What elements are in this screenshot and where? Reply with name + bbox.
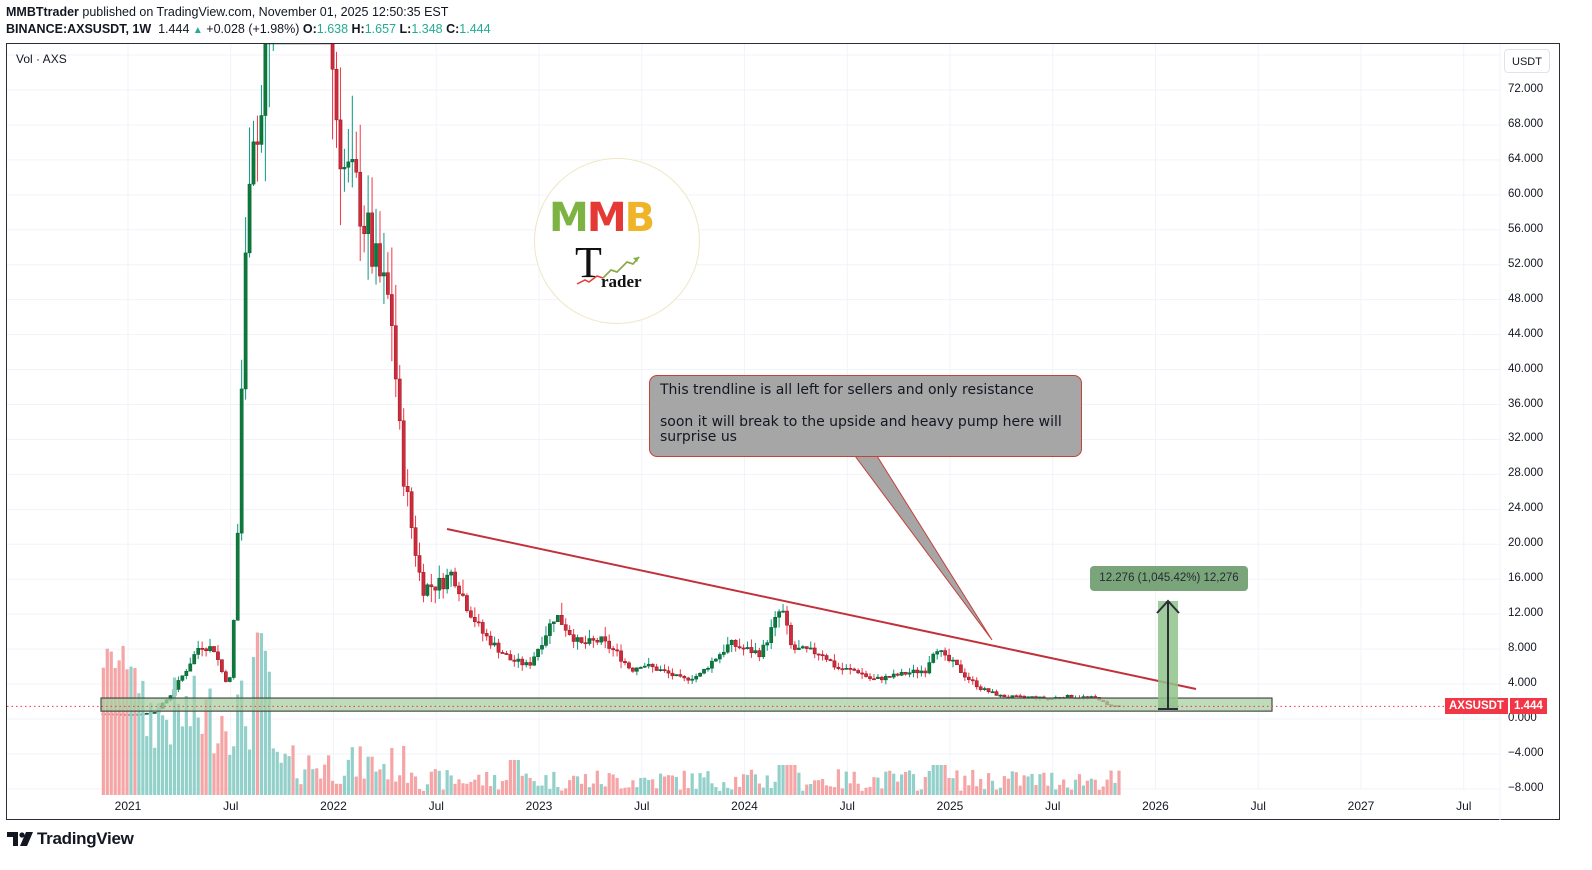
open-label: O: — [302, 22, 317, 36]
price-tick-label: 36.000 — [1508, 397, 1544, 410]
symbol-line: BINANCE:AXSUSDT, 1W 1.444 ▲ +0.028 (+1.9… — [6, 21, 491, 39]
logo-rader-text: rader — [601, 272, 642, 291]
mmbt-trader-logo: MMB T rader — [534, 158, 700, 324]
price-tick-label: 60.000 — [1508, 187, 1544, 200]
up-triangle-icon: ▲ — [192, 25, 203, 36]
high-label: H: — [351, 22, 365, 36]
time-tick-label: Jul — [1456, 799, 1472, 813]
low-value: 1.348 — [411, 22, 443, 36]
logo-bull-m: M — [549, 195, 589, 241]
time-tick-label: 2023 — [525, 799, 553, 813]
open-value: 1.638 — [316, 22, 349, 36]
candles — [101, 44, 1121, 716]
time-tick-label: Jul — [839, 799, 855, 813]
price-tick-label: 48.000 — [1508, 292, 1544, 305]
price-tick-label: 4.000 — [1508, 677, 1537, 690]
time-tick-label: 2024 — [731, 799, 758, 813]
chart-frame — [6, 43, 1560, 820]
annotation-callout[interactable]: This trendline is all left for sellers a… — [649, 375, 1082, 457]
symbol-interval: BINANCE:AXSUSDT, 1W — [6, 22, 152, 36]
callout-pointer — [854, 455, 993, 641]
price-tick-label: 72.000 — [1508, 83, 1544, 95]
price-tag-symbol: AXSUSDT — [1445, 698, 1508, 714]
high-value: 1.657 — [364, 22, 397, 36]
last-price: 1.444 — [158, 22, 190, 36]
price-change: +0.028 (+1.98%) — [206, 22, 300, 36]
time-tick-label: 2026 — [1142, 799, 1169, 813]
time-tick-label: 2025 — [936, 799, 964, 813]
callout-line-2: soon it will break to the upside and hea… — [660, 414, 1062, 445]
price-tick-label: 68.000 — [1508, 117, 1544, 130]
publish-line: MMBTtrader published on TradingView.com,… — [6, 4, 491, 21]
price-tick-label: 8.000 — [1508, 642, 1537, 655]
price-tick-label: 24.000 — [1508, 502, 1544, 515]
price-tick-label: 32.000 — [1508, 432, 1544, 445]
volume-indicator-label[interactable]: Vol · AXS — [16, 52, 67, 66]
price-tick-label: 0.000 — [1508, 712, 1537, 724]
descending-trendline[interactable] — [446, 528, 1197, 690]
price-tick-label: 56.000 — [1508, 222, 1544, 235]
price-tick-label: 44.000 — [1508, 327, 1544, 340]
support-zone-rectangle[interactable] — [100, 697, 1273, 712]
price-tag-value: 1.444 — [1509, 698, 1547, 714]
price-tick-label: 52.000 — [1508, 257, 1544, 270]
time-tick-label: Jul — [1045, 799, 1061, 813]
time-tick-label: Jul — [634, 799, 650, 813]
price-tick-label: 28.000 — [1508, 467, 1544, 480]
low-label: L: — [399, 22, 412, 36]
time-tick-label: 2021 — [114, 799, 142, 813]
tradingview-brand[interactable]: TradingView — [7, 829, 134, 849]
currency-button[interactable]: USDT — [1504, 49, 1550, 73]
price-tick-label: 64.000 — [1508, 152, 1544, 165]
publisher-name[interactable]: MMBTtrader — [6, 5, 79, 19]
volume-bars — [101, 632, 1121, 795]
logo-mmb-text: MMB — [549, 195, 655, 241]
close-label: C: — [446, 22, 460, 36]
measure-arrow[interactable] — [1156, 599, 1180, 710]
close-value: 1.444 — [459, 22, 491, 36]
logo-bitcoin-b: B — [624, 195, 655, 241]
callout-line-1: This trendline is all left for sellers a… — [660, 382, 1034, 398]
price-tick-label: 16.000 — [1508, 572, 1544, 585]
grid — [7, 44, 1501, 820]
logo-trend-arrow-icon — [576, 256, 640, 285]
logo-bear-m: M — [586, 195, 627, 241]
time-tick-label: Jul — [223, 799, 239, 813]
time-tick-label: Jul — [1250, 799, 1266, 813]
time-tick-label: 2022 — [320, 799, 347, 813]
publish-info: published on TradingView.com, November 0… — [82, 5, 449, 19]
price-tick-label: 12.000 — [1508, 607, 1544, 620]
chart-canvas[interactable] — [7, 44, 1560, 820]
time-tick-label: 2027 — [1347, 799, 1375, 813]
price-tick-label: 40.000 — [1508, 362, 1544, 375]
price-range-measure-label[interactable]: 12.276 (1,045.42%) 12,276 — [1090, 566, 1248, 591]
price-tick-label: 20.000 — [1508, 537, 1544, 550]
price-tick-label: −8.000 — [1508, 781, 1544, 794]
price-tick-label: −4.000 — [1508, 746, 1544, 759]
last-price-tag: AXSUSDT 1.444 — [1445, 698, 1547, 714]
tradingview-logo-icon — [7, 832, 33, 846]
logo-t-letter: T — [575, 238, 602, 287]
tradingview-brand-text: TradingView — [37, 829, 134, 848]
chart-header: MMBTtrader published on TradingView.com,… — [6, 4, 491, 39]
time-tick-label: Jul — [428, 799, 444, 813]
